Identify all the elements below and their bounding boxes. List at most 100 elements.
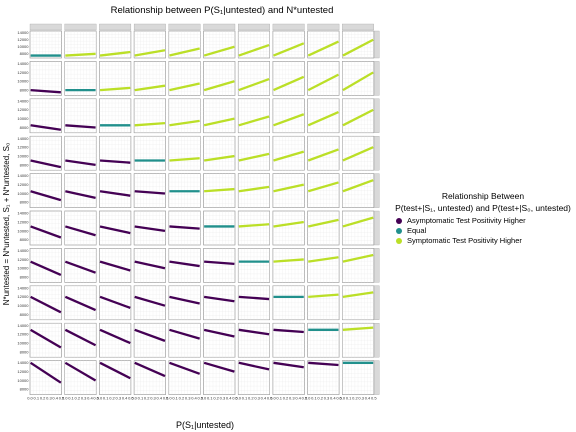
y-tick-label: 14000 — [17, 211, 29, 216]
facet-panel — [133, 173, 166, 208]
series-line — [169, 119, 200, 127]
series-line — [134, 49, 166, 57]
series-line — [307, 40, 339, 57]
series-line — [307, 218, 339, 228]
x-tick-label: 0.0 — [340, 396, 346, 401]
facet-panel — [237, 173, 270, 208]
series-line — [65, 52, 96, 57]
facet-panel — [342, 135, 380, 171]
series-line — [308, 293, 339, 298]
legend-title: Relationship Between — [441, 191, 525, 201]
y-tick-label: 10000 — [17, 340, 29, 345]
series-line — [238, 185, 270, 193]
x-tick-label: 0.3 — [254, 396, 260, 401]
y-tick-label: 12000 — [17, 294, 29, 299]
x-tick-label: 0.1 — [68, 396, 74, 401]
series-line — [238, 77, 270, 92]
series-line — [238, 361, 270, 371]
facet-panel — [64, 248, 97, 283]
facet-panel — [168, 210, 201, 246]
x-tick-label: 0.2 — [213, 396, 219, 401]
x-tick-label: 0.4 — [330, 396, 336, 401]
legend-swatch — [396, 218, 402, 224]
facet-panel — [64, 135, 97, 171]
y-tick-label: 10000 — [17, 116, 29, 121]
legend-entry: Equal — [392, 226, 574, 236]
facet-panel — [307, 135, 340, 171]
series-line — [99, 361, 131, 380]
facet-strip-right — [374, 360, 380, 395]
x-tick-label: 0.2 — [144, 396, 150, 401]
facet-panel — [168, 135, 201, 171]
y-tick-label: 12000 — [17, 107, 29, 112]
series-line — [273, 328, 304, 334]
facet-panel — [168, 98, 201, 134]
y-tick-label: 14000 — [17, 136, 29, 141]
series-line — [30, 225, 62, 239]
series-line — [238, 295, 270, 301]
series-line — [342, 146, 374, 162]
series-line — [29, 361, 62, 384]
series-line — [169, 295, 200, 305]
series-line — [308, 256, 339, 263]
facet-panel: 0.0 0.1 0.2 0.3 0.4 0.5 — [62, 360, 100, 401]
legend-label: Symptomatic Test Positivity Higher — [407, 236, 522, 245]
facet-panel — [307, 61, 340, 96]
facet-panel: 0.0 0.1 0.2 0.3 0.4 0.5 — [235, 360, 273, 401]
legend-subtitle: P(test+|S₁, untested) and P(test+|S₀, un… — [395, 203, 571, 213]
series-line — [99, 190, 131, 197]
facet-panel — [203, 173, 236, 208]
facet-panel — [342, 61, 380, 96]
x-tick-label: 0.5 — [128, 396, 134, 401]
x-tick-label: 0.1 — [346, 396, 352, 401]
facet-panel — [203, 248, 236, 283]
series-line — [273, 75, 305, 92]
x-tick-label: 0.0 — [131, 396, 137, 401]
facet-panel — [133, 135, 166, 171]
x-tick-label: 0.0 — [166, 396, 172, 401]
y-tick-label: 10000 — [17, 303, 29, 308]
series-line — [134, 190, 166, 195]
facet-panel: 0.0 0.1 0.2 0.3 0.4 0.5 — [166, 360, 204, 401]
facet-panel: 8000 10000 12000 14000 — [17, 61, 62, 96]
y-tick-label: 14000 — [17, 173, 29, 178]
series-line — [30, 328, 62, 349]
x-tick-label: 0.2 — [179, 396, 185, 401]
series-line — [65, 124, 96, 129]
facet-panel — [237, 135, 270, 171]
series-line — [342, 108, 374, 127]
facet-strip-top — [29, 23, 62, 31]
facet-panel — [99, 173, 132, 208]
x-tick-label: 0.4 — [87, 396, 93, 401]
legend-label: Equal — [407, 226, 427, 235]
x-tick-label: 0.1 — [276, 396, 282, 401]
y-tick-label: 12000 — [17, 145, 29, 150]
x-tick-label: 0.1 — [207, 396, 213, 401]
series-line — [307, 110, 339, 127]
series-line — [203, 154, 235, 162]
series-line — [342, 253, 374, 263]
series-line — [64, 295, 97, 312]
facet-strip-right — [374, 285, 380, 320]
facet-panel — [237, 210, 270, 246]
series-line — [203, 361, 235, 373]
facet-strip-top — [99, 23, 132, 31]
y-tick-label: 14000 — [17, 285, 29, 290]
facet-panel — [203, 210, 236, 246]
series-line — [99, 86, 131, 92]
series-line — [30, 124, 62, 131]
facet-panel — [342, 210, 380, 246]
facet-panel — [133, 61, 166, 96]
legend-swatch — [396, 238, 402, 244]
series-line — [273, 150, 305, 162]
x-tick-label: 0.5 — [267, 396, 273, 401]
x-tick-label: 0.0 — [97, 396, 103, 401]
x-tick-label: 0.3 — [150, 396, 156, 401]
facet-panel: 0.0 0.1 0.2 0.3 0.4 0.5 — [305, 360, 343, 401]
x-tick-label: 0.1 — [242, 396, 248, 401]
series-line — [203, 117, 235, 127]
series-line — [64, 361, 97, 382]
y-tick-label: 8000 — [20, 349, 30, 354]
axis-labels: P(S₁|untested) N*untested = N*untested, S… — [2, 143, 234, 430]
